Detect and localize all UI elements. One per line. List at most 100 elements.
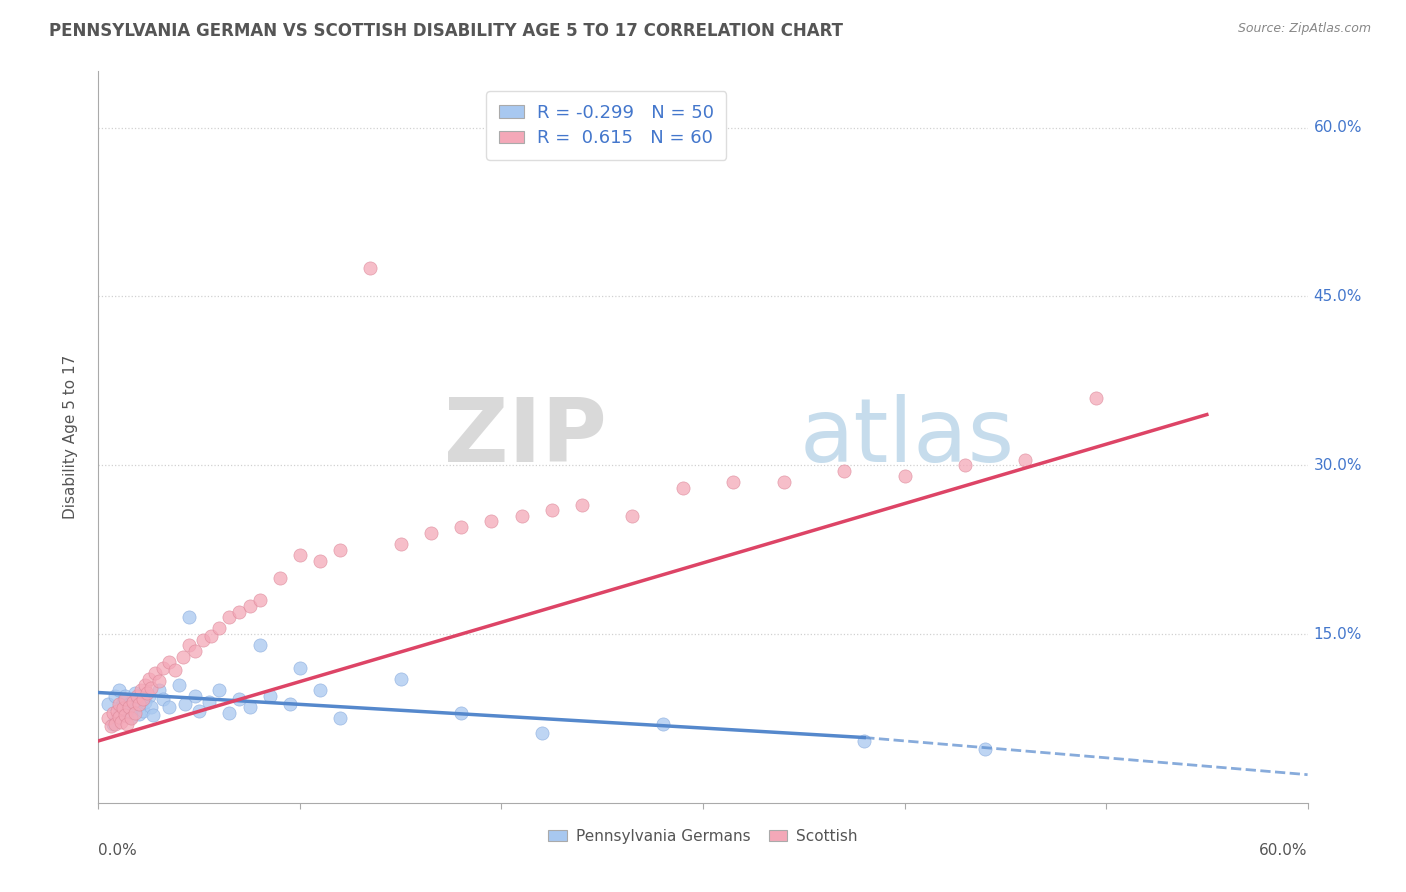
Point	[218, 706, 240, 720]
Point	[107, 683, 129, 698]
Point	[723, 475, 745, 489]
Point	[179, 638, 201, 652]
Point	[249, 593, 271, 607]
Point	[309, 554, 332, 568]
Point	[200, 629, 222, 643]
Text: 60.0%: 60.0%	[1313, 120, 1362, 135]
Point	[100, 719, 122, 733]
Point	[157, 655, 180, 669]
Point	[101, 706, 124, 720]
Point	[138, 672, 160, 686]
Text: 15.0%: 15.0%	[1313, 626, 1362, 641]
Point	[105, 704, 128, 718]
Point	[148, 683, 170, 698]
Point	[450, 520, 472, 534]
Text: PENNSYLVANIA GERMAN VS SCOTTISH DISABILITY AGE 5 TO 17 CORRELATION CHART: PENNSYLVANIA GERMAN VS SCOTTISH DISABILI…	[49, 22, 844, 40]
Point	[129, 697, 152, 711]
Point	[540, 503, 562, 517]
Text: 45.0%: 45.0%	[1313, 289, 1362, 304]
Point	[269, 571, 291, 585]
Point	[259, 689, 281, 703]
Point	[114, 692, 136, 706]
Point	[188, 704, 211, 718]
Point	[530, 726, 553, 740]
Point	[208, 621, 231, 635]
Point	[772, 475, 794, 489]
Point	[184, 644, 207, 658]
Text: 30.0%: 30.0%	[1313, 458, 1362, 473]
Point	[114, 689, 136, 703]
Point	[138, 689, 160, 703]
Point	[124, 701, 146, 715]
Point	[115, 717, 138, 731]
Point	[179, 610, 201, 624]
Point	[114, 708, 136, 723]
Point	[124, 685, 146, 699]
Point	[184, 689, 207, 703]
Point	[167, 678, 190, 692]
Point	[107, 706, 129, 720]
Point	[103, 717, 125, 731]
Point	[128, 697, 150, 711]
Text: 0.0%: 0.0%	[98, 843, 138, 858]
Point	[121, 694, 143, 708]
Point	[288, 548, 311, 562]
Point	[249, 638, 271, 652]
Point	[105, 711, 128, 725]
Point	[121, 692, 143, 706]
Point	[125, 699, 148, 714]
Point	[672, 481, 695, 495]
Point	[148, 674, 170, 689]
Point	[152, 692, 174, 706]
Point	[135, 685, 157, 699]
Point	[239, 700, 262, 714]
Point	[389, 672, 412, 686]
Legend: Pennsylvania Germans, Scottish: Pennsylvania Germans, Scottish	[543, 822, 863, 850]
Point	[128, 706, 150, 721]
Point	[124, 706, 146, 720]
Point	[107, 697, 129, 711]
Point	[174, 697, 197, 711]
Point	[228, 692, 250, 706]
Point	[853, 734, 876, 748]
Point	[329, 542, 352, 557]
Point	[228, 605, 250, 619]
Point	[172, 649, 194, 664]
Point	[128, 690, 150, 704]
Point	[143, 666, 166, 681]
Point	[118, 700, 141, 714]
Point	[111, 694, 134, 708]
Point	[142, 708, 165, 723]
Point	[97, 697, 120, 711]
Point	[107, 710, 129, 724]
Point	[1014, 452, 1036, 467]
Point	[139, 681, 162, 695]
Point	[132, 704, 155, 718]
Point	[239, 599, 262, 613]
Point	[832, 464, 855, 478]
Point	[420, 525, 443, 540]
Point	[193, 632, 215, 647]
Point	[571, 498, 593, 512]
Point	[974, 741, 997, 756]
Point	[360, 261, 382, 276]
Point	[510, 508, 533, 523]
Point	[115, 704, 138, 718]
Point	[110, 714, 132, 729]
Point	[101, 717, 124, 731]
Point	[111, 701, 134, 715]
Point	[97, 711, 120, 725]
Text: ZIP: ZIP	[443, 393, 606, 481]
Point	[621, 508, 644, 523]
Point	[132, 692, 155, 706]
Point	[893, 469, 915, 483]
Point	[218, 610, 240, 624]
Text: Source: ZipAtlas.com: Source: ZipAtlas.com	[1237, 22, 1371, 36]
Y-axis label: Disability Age 5 to 17: Disability Age 5 to 17	[63, 355, 77, 519]
Point	[120, 710, 142, 724]
Point	[208, 683, 231, 698]
Point	[103, 689, 125, 703]
Point	[134, 694, 156, 708]
Point	[198, 694, 221, 708]
Point	[110, 700, 132, 714]
